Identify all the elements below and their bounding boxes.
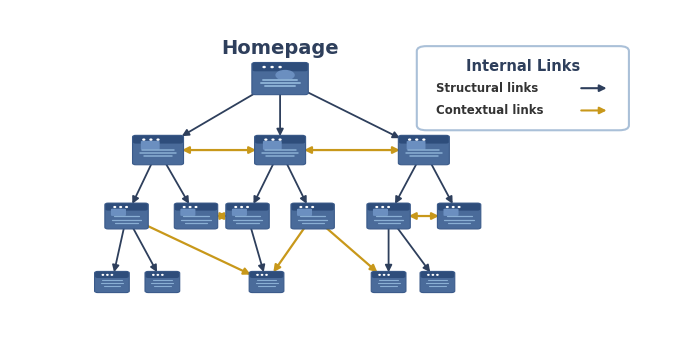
FancyBboxPatch shape xyxy=(371,271,406,293)
FancyBboxPatch shape xyxy=(407,141,426,150)
Circle shape xyxy=(279,66,281,67)
FancyBboxPatch shape xyxy=(263,141,281,150)
Circle shape xyxy=(409,139,410,140)
FancyBboxPatch shape xyxy=(420,271,455,293)
FancyBboxPatch shape xyxy=(174,203,218,229)
FancyBboxPatch shape xyxy=(399,136,449,144)
Polygon shape xyxy=(441,205,477,209)
Circle shape xyxy=(423,139,425,140)
FancyBboxPatch shape xyxy=(372,272,405,278)
Polygon shape xyxy=(370,205,407,209)
FancyBboxPatch shape xyxy=(250,272,284,278)
FancyBboxPatch shape xyxy=(226,203,269,211)
Polygon shape xyxy=(374,273,402,277)
Polygon shape xyxy=(136,137,181,142)
Polygon shape xyxy=(108,205,145,209)
FancyBboxPatch shape xyxy=(438,203,480,211)
Polygon shape xyxy=(178,205,214,209)
FancyBboxPatch shape xyxy=(421,272,454,278)
FancyBboxPatch shape xyxy=(373,208,388,216)
FancyBboxPatch shape xyxy=(255,135,306,165)
FancyBboxPatch shape xyxy=(133,136,183,144)
FancyBboxPatch shape xyxy=(105,203,148,229)
Circle shape xyxy=(263,66,265,67)
Polygon shape xyxy=(424,273,452,277)
FancyBboxPatch shape xyxy=(367,203,410,229)
FancyBboxPatch shape xyxy=(95,272,129,278)
FancyBboxPatch shape xyxy=(232,208,247,216)
Circle shape xyxy=(416,139,418,140)
Polygon shape xyxy=(258,137,302,142)
Circle shape xyxy=(150,139,152,140)
FancyBboxPatch shape xyxy=(111,208,126,216)
Polygon shape xyxy=(98,273,126,277)
Circle shape xyxy=(271,66,273,67)
Circle shape xyxy=(272,139,274,140)
FancyBboxPatch shape xyxy=(175,203,217,211)
Polygon shape xyxy=(148,273,176,277)
FancyBboxPatch shape xyxy=(255,136,305,144)
FancyBboxPatch shape xyxy=(106,203,148,211)
Polygon shape xyxy=(255,64,305,70)
FancyBboxPatch shape xyxy=(249,271,284,293)
Text: Structural links: Structural links xyxy=(436,82,538,95)
FancyBboxPatch shape xyxy=(94,271,130,293)
FancyBboxPatch shape xyxy=(141,141,160,150)
FancyBboxPatch shape xyxy=(252,62,308,95)
FancyBboxPatch shape xyxy=(416,46,629,130)
Polygon shape xyxy=(402,137,446,142)
FancyBboxPatch shape xyxy=(368,203,409,211)
FancyBboxPatch shape xyxy=(297,208,312,216)
Circle shape xyxy=(265,139,267,140)
FancyBboxPatch shape xyxy=(145,271,180,293)
Circle shape xyxy=(157,139,159,140)
FancyBboxPatch shape xyxy=(226,203,270,229)
FancyBboxPatch shape xyxy=(291,203,335,229)
Polygon shape xyxy=(294,205,331,209)
FancyBboxPatch shape xyxy=(146,272,179,278)
Text: Homepage: Homepage xyxy=(221,39,339,58)
Text: Contextual links: Contextual links xyxy=(436,104,544,117)
FancyBboxPatch shape xyxy=(132,135,183,165)
FancyBboxPatch shape xyxy=(253,63,308,71)
FancyBboxPatch shape xyxy=(438,203,481,229)
Text: Internal Links: Internal Links xyxy=(466,59,580,74)
FancyBboxPatch shape xyxy=(291,203,334,211)
Circle shape xyxy=(279,139,281,140)
Circle shape xyxy=(276,71,294,80)
FancyBboxPatch shape xyxy=(444,208,458,216)
Circle shape xyxy=(143,139,145,140)
Polygon shape xyxy=(253,273,281,277)
FancyBboxPatch shape xyxy=(181,208,195,216)
FancyBboxPatch shape xyxy=(398,135,449,165)
Polygon shape xyxy=(229,205,266,209)
